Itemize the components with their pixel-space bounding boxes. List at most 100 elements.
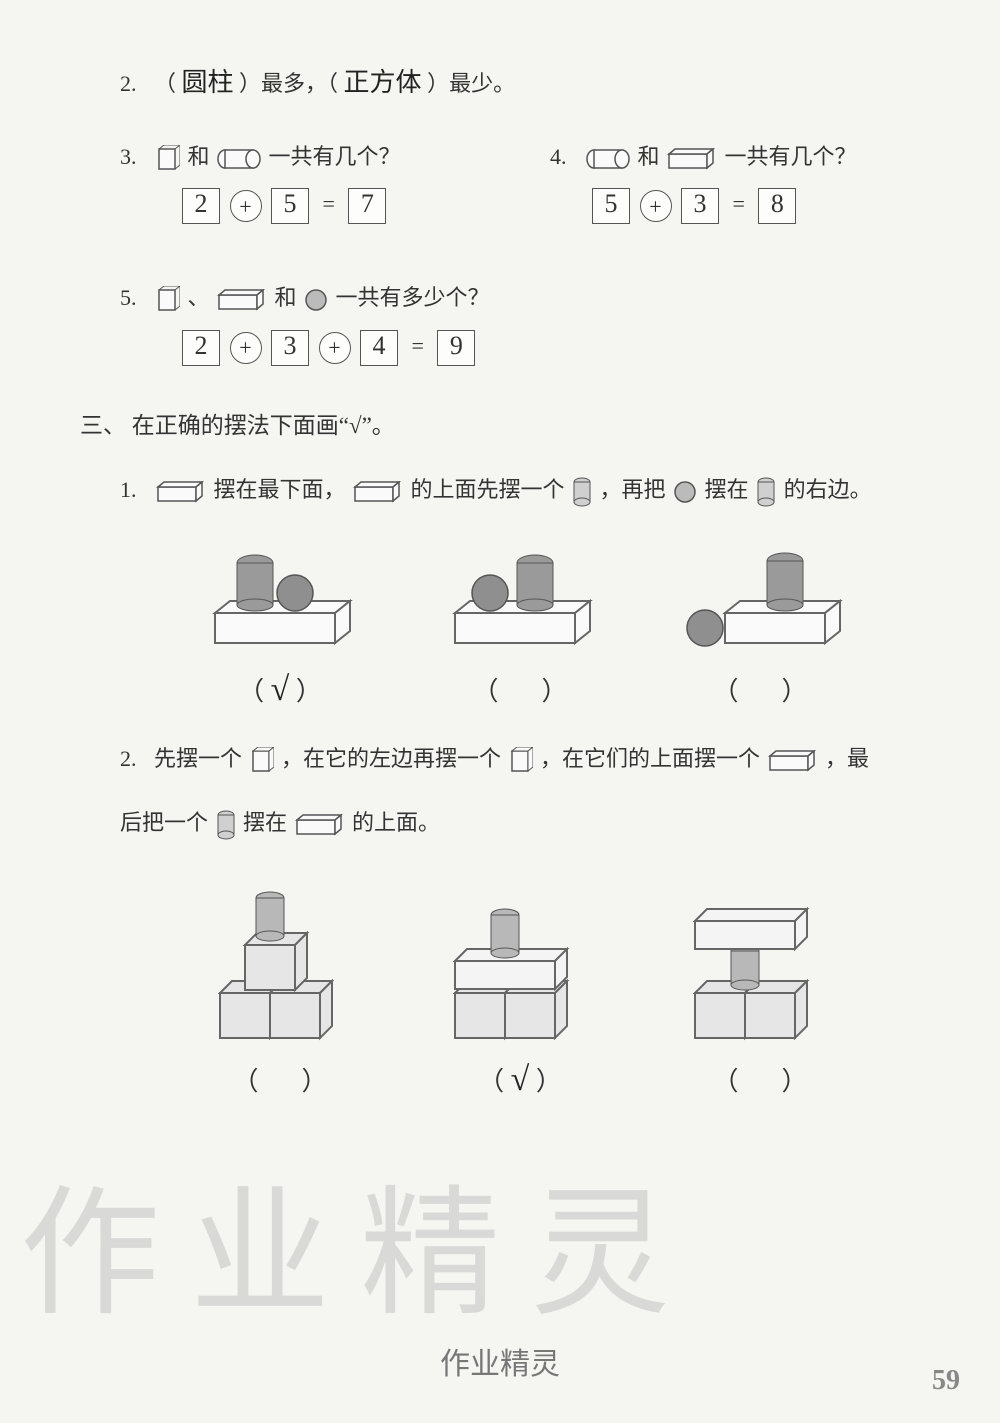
q3-a: 2 — [182, 188, 220, 224]
s3q1-number: 1. — [120, 477, 137, 502]
s3q2-t4: ，最 — [825, 746, 869, 771]
q2-ans1: 圆柱 — [182, 68, 234, 97]
q3-mid: 和 — [188, 144, 210, 169]
q4-mid: 和 — [638, 144, 660, 169]
sphere-icon — [304, 288, 328, 312]
q5-a: 2 — [182, 330, 220, 366]
paren-l: （ — [712, 1067, 738, 1096]
section-3-title: 三、 在正确的摆法下面画“√”。 — [80, 406, 920, 440]
paren-r: ） — [536, 1067, 562, 1096]
s3q2-t7: 的上面。 — [352, 810, 440, 835]
q4-b: 3 — [681, 188, 719, 224]
q5-end: 一共有多少个？ — [336, 285, 490, 310]
footer-text: 作业精灵 — [0, 1339, 1000, 1383]
paren-l: （ — [478, 1067, 504, 1096]
q5-number: 5. — [120, 285, 137, 310]
s3q1-t1: 摆在最下面， — [214, 477, 346, 502]
cuboid-icon — [217, 289, 267, 311]
cube-icon — [509, 747, 533, 775]
q5-eq: = — [412, 333, 424, 358]
cylinder-icon — [572, 477, 592, 507]
q5-op2: + — [319, 332, 351, 364]
question-4: 4. 和 一共有几个？ 5 + 3 = 8 — [550, 137, 920, 249]
s3-question-2: 2. 先摆一个 ，在它的左边再摆一个 ，在它们的上面摆一个 ，最 后把一个 摆在 — [120, 739, 920, 1098]
paren-r: ） — [782, 1067, 808, 1096]
paren-l: （ — [712, 677, 738, 706]
paren-r: ） — [296, 677, 322, 706]
q5-r: 9 — [437, 330, 475, 366]
question-2: 2. （ 圆柱 ）最多，（ 正方体 ）最少。 — [120, 60, 920, 107]
cube-icon — [156, 286, 180, 314]
paren-l: （ — [472, 677, 498, 706]
s3q1-choice-a: （ √ ） — [180, 533, 380, 709]
paren-r: ） — [542, 677, 568, 706]
cuboid-icon — [353, 481, 403, 503]
page-number: 59 — [932, 1365, 960, 1397]
q3-eq: = — [323, 191, 335, 216]
s3q1-choice-b: （ ） — [420, 533, 620, 709]
q3-op: + — [230, 190, 262, 222]
s3q2-t2: ，在它的左边再摆一个 — [281, 746, 501, 771]
q2-close2: ）最少。 — [427, 71, 515, 96]
q3-number: 3. — [120, 144, 137, 169]
section-3-label: 三、 — [80, 413, 126, 438]
q3-r: 7 — [348, 188, 386, 224]
q2-open1: （ — [154, 71, 176, 96]
cuboid-icon — [768, 750, 818, 772]
s3q2-t1: 先摆一个 — [154, 746, 242, 771]
cube-icon — [156, 145, 180, 173]
cube-icon — [250, 747, 274, 775]
q4-end: 一共有几个？ — [725, 144, 857, 169]
s3q2-t3: ，在它们的上面摆一个 — [540, 746, 760, 771]
cylinder-flat-icon — [586, 149, 630, 169]
watermark-text: 作业精灵 — [20, 1141, 700, 1343]
s3q1-t2: 的上面先摆一个 — [411, 477, 565, 502]
cylinder-icon — [216, 810, 236, 840]
s3q2-fig-b — [420, 873, 620, 1043]
question-3: 3. 和 一共有几个？ 2 + 5 = 7 — [120, 137, 490, 249]
q2-number: 2. — [120, 71, 137, 96]
s3q1-t4: 摆在 — [705, 477, 749, 502]
s3q2-number: 2. — [120, 746, 137, 771]
s3q2-choice-b: （ √ ） — [420, 873, 620, 1099]
q5-sep1: 、 — [188, 285, 210, 310]
s3q2-choice-c: （ ） — [660, 873, 860, 1099]
s3q2-check-b: √ — [511, 1061, 530, 1098]
q5-op1: + — [230, 332, 262, 364]
s3q2-t6: 摆在 — [243, 810, 287, 835]
question-5: 5. 、 和 一共有多少个？ 2 + 3 + 4 = 9 — [120, 278, 920, 366]
q4-a: 5 — [592, 188, 630, 224]
q2-ans2: 正方体 — [344, 68, 422, 97]
s3q1-t3: ，再把 — [600, 477, 666, 502]
q3-end: 一共有几个？ — [269, 144, 401, 169]
s3-question-1: 1. 摆在最下面， 的上面先摆一个 ，再把 摆在 的右边。 — [120, 470, 920, 710]
cylinder-flat-icon — [217, 149, 261, 169]
s3q1-fig-b — [435, 533, 605, 653]
s3q1-check-a: √ — [271, 671, 290, 708]
cuboid-icon — [156, 481, 206, 503]
cuboid-icon — [667, 148, 717, 170]
q4-r: 8 — [758, 188, 796, 224]
q4-op: + — [640, 190, 672, 222]
q4-eq: = — [733, 191, 745, 216]
paren-l: （ — [238, 677, 264, 706]
q4-number: 4. — [550, 144, 567, 169]
section-3-text: 在正确的摆法下面画“√”。 — [132, 413, 395, 438]
s3q1-t5: 的右边。 — [784, 477, 872, 502]
paren-r: ） — [302, 1067, 328, 1096]
cuboid-icon — [295, 814, 345, 836]
sphere-icon — [673, 480, 697, 504]
cylinder-icon — [756, 477, 776, 507]
s3q2-fig-a — [180, 873, 380, 1043]
paren-l: （ — [232, 1067, 258, 1096]
s3q1-fig-a — [195, 533, 365, 653]
q5-c: 4 — [360, 330, 398, 366]
q3-b: 5 — [271, 188, 309, 224]
q2-mid: ）最多，（ — [239, 71, 338, 96]
s3q2-choice-a: （ ） — [180, 873, 380, 1099]
paren-r: ） — [782, 677, 808, 706]
s3q2-t5: 后把一个 — [120, 810, 208, 835]
s3q1-choice-c: （ ） — [660, 533, 860, 709]
s3q2-fig-c — [660, 873, 860, 1043]
q5-sep2: 和 — [275, 285, 297, 310]
